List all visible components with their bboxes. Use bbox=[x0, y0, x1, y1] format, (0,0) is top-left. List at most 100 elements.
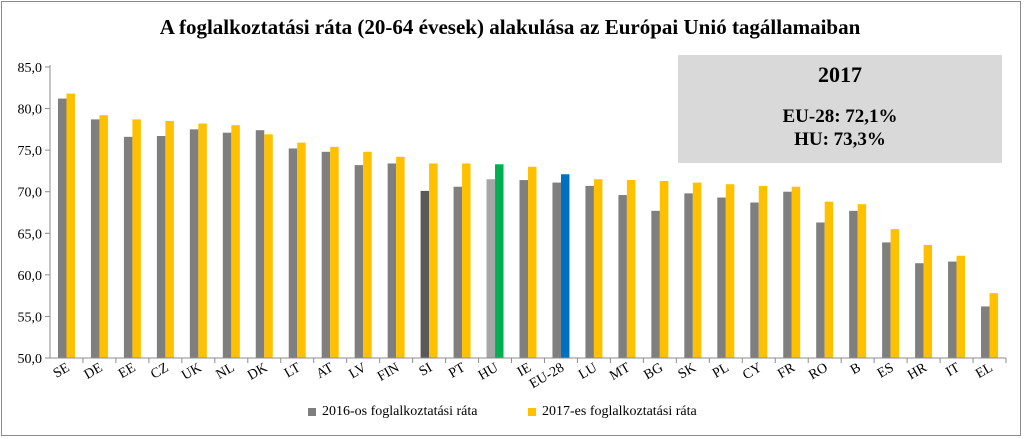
bar-2017-ee bbox=[132, 119, 141, 358]
x-category-label: FIN bbox=[375, 360, 402, 384]
chart-title: A foglalkoztatási ráta (20-64 évesek) al… bbox=[159, 15, 861, 39]
x-category-label: LU bbox=[576, 360, 600, 382]
legend-swatch-2017 bbox=[528, 408, 536, 416]
bar-2017-pt bbox=[462, 163, 471, 358]
x-category-label: LV bbox=[347, 360, 370, 382]
x-category-label: DE bbox=[82, 360, 106, 382]
bar-2016-se bbox=[57, 98, 67, 358]
bar-2016-bg bbox=[651, 210, 660, 358]
bar-2017-pl bbox=[725, 184, 735, 358]
x-category-label: PL bbox=[710, 360, 732, 381]
x-category-label: FR bbox=[775, 360, 798, 382]
x-category-label: NL bbox=[214, 360, 238, 382]
x-category-label: BG bbox=[642, 360, 666, 383]
annotation-year: 2017 bbox=[818, 62, 862, 87]
bar-2016-fin bbox=[387, 163, 397, 358]
annotation-hu-value: HU: 73,3% bbox=[794, 129, 886, 150]
y-tick-label: 60,0 bbox=[18, 269, 43, 284]
x-category-label: SI bbox=[417, 360, 436, 379]
x-category-label: HR bbox=[905, 360, 930, 383]
bar-2016-lu bbox=[585, 185, 594, 358]
bar-2016-uk bbox=[189, 129, 199, 358]
bar-2017-es bbox=[890, 229, 900, 358]
bar-2017-dk bbox=[264, 134, 273, 358]
x-category-label: EU-28 bbox=[527, 360, 567, 392]
bar-2017-cy bbox=[758, 185, 768, 358]
legend-swatch-2016 bbox=[308, 408, 316, 416]
y-tick-label: 55,0 bbox=[18, 310, 43, 325]
bar-2017-si bbox=[429, 163, 438, 358]
x-category-label: EE bbox=[116, 360, 138, 382]
bar-2017-lv bbox=[363, 151, 372, 358]
x-category-label: RO bbox=[806, 360, 830, 383]
annotation-eu-value: EU-28: 72,1% bbox=[782, 106, 898, 127]
x-category-label: LT bbox=[282, 360, 304, 381]
bar-2017-el bbox=[989, 293, 999, 358]
bar-2016-pl bbox=[717, 197, 726, 358]
x-category-label: B bbox=[848, 360, 864, 378]
bar-2016-si bbox=[420, 190, 430, 358]
x-category-label: HU bbox=[476, 360, 501, 383]
bar-2017-b bbox=[857, 204, 867, 358]
bar-2017-hu bbox=[495, 164, 504, 358]
bar-2016-cy bbox=[750, 202, 759, 358]
x-category-label: SE bbox=[51, 360, 73, 381]
bar-2017-eu-28 bbox=[560, 174, 570, 358]
bar-2016-es bbox=[882, 242, 891, 358]
legend-label-2016: 2016-os foglalkoztatási ráta bbox=[322, 404, 478, 419]
bar-2016-lt bbox=[288, 148, 298, 358]
x-category-label: IT bbox=[944, 360, 963, 380]
bar-2017-uk bbox=[198, 123, 207, 358]
bar-2017-mt bbox=[626, 180, 636, 358]
x-category-label: ES bbox=[875, 360, 897, 381]
bar-2017-se bbox=[66, 93, 75, 358]
bar-2016-ie bbox=[519, 180, 528, 358]
bar-2017-cz bbox=[165, 121, 174, 359]
bar-2016-hu bbox=[486, 179, 496, 358]
bar-2016-mt bbox=[618, 195, 627, 358]
bar-2016-lv bbox=[354, 165, 364, 358]
chart-legend: 2016-os foglalkoztatási ráta 2017-es fog… bbox=[308, 404, 738, 424]
bar-2017-fin bbox=[396, 156, 405, 358]
bar-2016-nl bbox=[222, 132, 232, 358]
legend-label-2017: 2017-es foglalkoztatási ráta bbox=[542, 404, 697, 419]
x-category-label: EL bbox=[973, 360, 995, 382]
y-tick-label: 75,0 bbox=[18, 144, 43, 159]
y-tick-label: 80,0 bbox=[18, 103, 43, 118]
bar-2017-de bbox=[99, 115, 108, 358]
x-category-label: DK bbox=[245, 360, 270, 383]
x-category-label: CY bbox=[740, 360, 764, 383]
y-tick-label: 85,0 bbox=[18, 61, 43, 76]
x-category-label: UK bbox=[179, 360, 204, 383]
x-category-label: AT bbox=[314, 360, 337, 382]
bar-2016-de bbox=[90, 119, 100, 358]
x-category-label: PT bbox=[446, 360, 468, 381]
x-category-label: MT bbox=[607, 360, 633, 384]
bar-2017-nl bbox=[231, 125, 240, 358]
bar-2016-ro bbox=[816, 222, 825, 358]
bar-2016-at bbox=[321, 151, 331, 358]
bar-2016-fr bbox=[783, 191, 792, 358]
bar-2016-ee bbox=[123, 136, 133, 358]
x-category-label: IE bbox=[515, 360, 534, 380]
bar-2017-hr bbox=[923, 244, 933, 358]
bar-2016-eu-28 bbox=[552, 182, 561, 358]
bar-2017-ro bbox=[824, 201, 834, 358]
bar-2017-at bbox=[330, 146, 339, 358]
bar-2017-bg bbox=[659, 180, 669, 358]
x-category-label: CZ bbox=[148, 360, 171, 382]
legend-item-2016: 2016-os foglalkoztatási ráta bbox=[308, 404, 478, 420]
bar-2016-hr bbox=[915, 263, 924, 358]
bar-2016-sk bbox=[684, 193, 693, 358]
x-category-label: SK bbox=[676, 360, 699, 382]
bar-2017-ie bbox=[528, 166, 537, 358]
bar-2017-lu bbox=[593, 179, 603, 358]
y-tick-label: 65,0 bbox=[18, 227, 43, 242]
bar-2017-fr bbox=[791, 186, 801, 358]
bar-2016-it bbox=[948, 261, 957, 358]
legend-item-2017: 2017-es foglalkoztatási ráta bbox=[528, 404, 697, 420]
bar-2016-cz bbox=[156, 136, 166, 358]
bar-2016-el bbox=[981, 306, 990, 358]
y-tick-label: 50,0 bbox=[18, 352, 43, 367]
